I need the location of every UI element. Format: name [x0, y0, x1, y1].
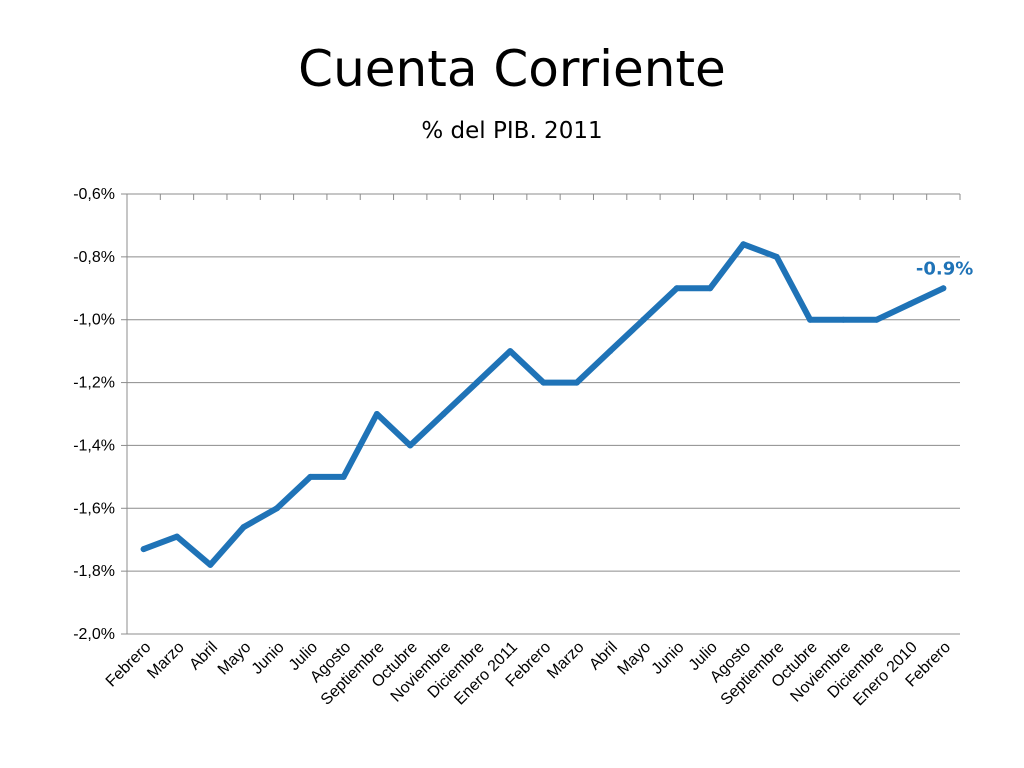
y-tick-label: -1,8% — [73, 563, 115, 580]
x-tick-label: Marzo — [144, 639, 188, 683]
data-point — [407, 442, 414, 449]
gridlines — [127, 193, 960, 635]
y-tick-label: -2,0% — [73, 626, 115, 643]
annotations: -0.9% — [916, 258, 973, 279]
y-tick-label: -0,6% — [73, 186, 115, 203]
last-value-label: -0.9% — [916, 258, 973, 279]
series-line — [140, 241, 947, 568]
data-point — [140, 546, 147, 553]
y-tick-label: -0,8% — [73, 249, 115, 266]
x-tick-label: Mayo — [615, 639, 655, 679]
x-tick-label: Marzo — [544, 639, 588, 683]
data-point — [207, 561, 214, 568]
data-point — [507, 348, 514, 355]
data-point — [540, 379, 547, 386]
x-tick-label: Junio — [649, 639, 688, 678]
data-point — [873, 316, 880, 323]
y-tick-label: -1,0% — [73, 312, 115, 329]
data-point — [240, 524, 247, 531]
data-point — [607, 348, 614, 355]
data-point — [340, 473, 347, 480]
y-tick-label: -1,2% — [73, 375, 115, 392]
data-point — [573, 379, 580, 386]
slide-subtitle: % del PIB. 2011 — [421, 118, 603, 144]
slide-title: Cuenta Corriente — [298, 40, 726, 98]
x-tick-label: Febrero — [103, 639, 155, 691]
data-point — [907, 301, 914, 307]
y-tick-label: -1,6% — [73, 500, 115, 517]
x-tick-label: Mayo — [215, 639, 255, 679]
series — [140, 241, 947, 568]
data-point — [173, 533, 180, 540]
x-tick-label: Junio — [249, 639, 288, 678]
data-point — [307, 473, 314, 480]
data-point — [940, 285, 947, 292]
data-point — [673, 285, 680, 292]
data-point — [440, 411, 447, 417]
data-point — [807, 316, 814, 323]
y-tick-label: -1,4% — [73, 437, 115, 454]
x-axis: FebreroMarzoAbrilMayoJunioJulioAgostoSep… — [103, 194, 961, 709]
data-point — [373, 411, 380, 417]
data-point — [773, 253, 780, 260]
data-point — [707, 285, 714, 292]
data-point — [740, 241, 747, 248]
data-point — [640, 316, 647, 323]
y-axis: -0,6% -0,8% -1,0% -1,2% -1,4% -1,6% -1,8% -2,0% — [73, 186, 128, 643]
data-point — [840, 316, 847, 323]
data-point — [473, 379, 480, 386]
data-point — [273, 505, 280, 512]
